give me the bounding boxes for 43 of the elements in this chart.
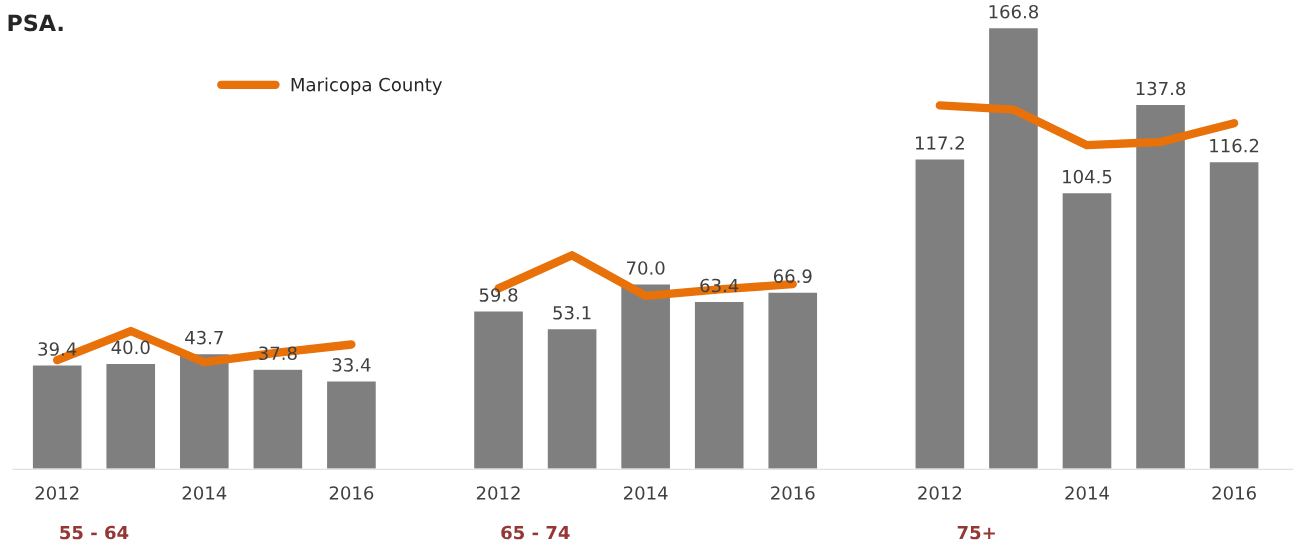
text: 65 - 74 — [501, 525, 570, 540]
x-tick-label: 2012 — [35, 486, 79, 500]
bar — [987, 26, 1040, 470]
x-tick-label: 2014 — [1065, 486, 1109, 500]
x-tick-label: 2016 — [771, 486, 815, 500]
data-label: 43.7 — [185, 330, 223, 345]
data-label: 59.8 — [479, 288, 518, 302]
data-label: 104.5 — [1063, 169, 1112, 184]
bar — [1061, 191, 1113, 470]
data-label: 53.1 — [553, 305, 591, 320]
bar — [252, 368, 304, 470]
bar — [619, 283, 672, 470]
x-tick-label: 2014 — [623, 486, 668, 500]
chart-title: PSA. — [8, 14, 63, 32]
bar — [325, 380, 378, 470]
data-label: 137.8 — [1136, 81, 1186, 96]
text: 75+ — [957, 525, 995, 540]
x-tick-label: 2012 — [918, 486, 962, 500]
data-label: 116.2 — [1210, 138, 1259, 153]
data-label: 117.2 — [916, 136, 964, 150]
text: 55 - 64 — [60, 525, 129, 540]
data-label: 66.9 — [773, 269, 812, 284]
x-tick-label: 2016 — [329, 486, 374, 500]
x-tick-label: 2014 — [182, 486, 227, 500]
bar — [31, 364, 83, 470]
bar — [767, 291, 819, 470]
bar — [105, 362, 157, 470]
data-label: 70.0 — [627, 261, 665, 275]
bar — [472, 310, 525, 470]
bar — [1134, 103, 1187, 470]
data-label: 37.8 — [259, 346, 297, 361]
legend-label: Maricopa County — [291, 77, 442, 95]
data-label: 39.4 — [38, 342, 77, 356]
bar — [178, 352, 231, 470]
data-label: 33.4 — [332, 358, 371, 372]
x-tick-label: 2016 — [1212, 486, 1256, 500]
bar — [1208, 160, 1260, 470]
data-label: 40.0 — [111, 340, 150, 355]
data-label: 166.8 — [989, 4, 1039, 19]
bar — [914, 158, 966, 470]
x-tick-label: 2012 — [476, 486, 520, 500]
bar — [546, 327, 598, 470]
bar — [693, 300, 745, 470]
